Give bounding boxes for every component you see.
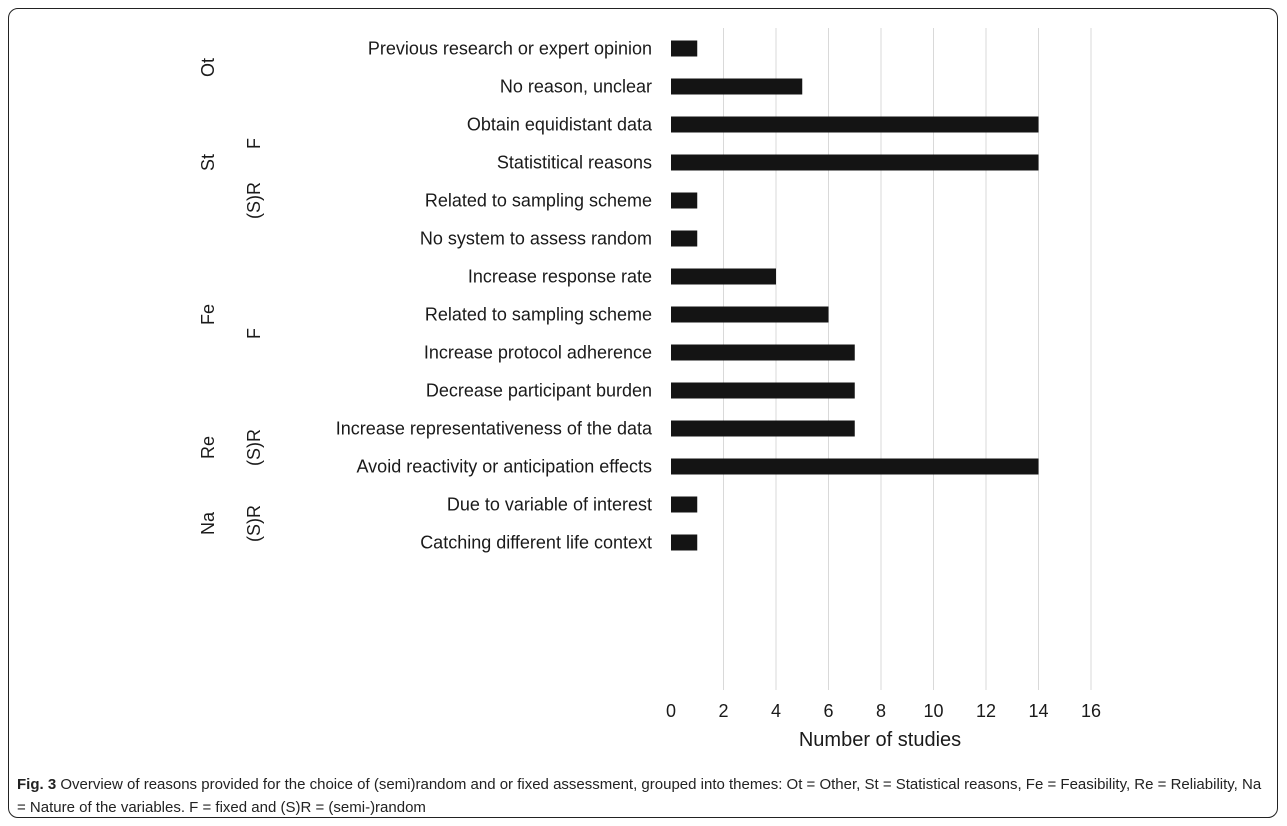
bar (671, 534, 698, 551)
x-tick-label: 6 (823, 701, 833, 721)
bar-chart: Previous research or expert opinion No re… (198, 28, 1101, 751)
theme-group-label: St (198, 154, 218, 171)
bar (671, 382, 855, 399)
assessment-type-label: (S)R (244, 182, 264, 219)
x-tick-label: 10 (923, 701, 943, 721)
x-tick-label: 8 (876, 701, 886, 721)
bar (671, 268, 776, 285)
theme-group-label: Re (198, 436, 218, 459)
gridlines (723, 28, 1092, 690)
category-label: Due to variable of interest (447, 495, 652, 515)
caption-text: Overview of reasons provided for the cho… (17, 776, 1262, 816)
theme-group-label: Ot (198, 58, 218, 77)
x-tick-label: 16 (1081, 701, 1101, 721)
assessment-type-label: F (244, 328, 264, 339)
x-tick-labels: 0 2 4 6 8 10 12 14 16 (666, 701, 1101, 721)
bar (671, 40, 698, 57)
bars (671, 40, 1039, 551)
theme-group-label: Fe (198, 304, 218, 325)
category-label: Increase protocol adherence (424, 343, 652, 363)
category-label: Avoid reactivity or anticipation effects (357, 457, 653, 477)
bar (671, 192, 698, 209)
bar (671, 116, 1039, 133)
bar (671, 496, 698, 513)
theme-group-label: Na (198, 511, 218, 535)
category-label: Related to sampling scheme (425, 305, 652, 325)
x-tick-label: 12 (976, 701, 996, 721)
category-label: Previous research or expert opinion (368, 39, 652, 59)
bar (671, 230, 698, 247)
x-tick-label: 4 (771, 701, 781, 721)
category-label: Statistitical reasons (497, 153, 652, 173)
x-tick-label: 0 (666, 701, 676, 721)
bar (671, 306, 829, 323)
category-label: No reason, unclear (500, 77, 652, 97)
bar (671, 344, 855, 361)
category-label: Increase representativeness of the data (336, 419, 653, 439)
category-labels: Previous research or expert opinion No re… (336, 39, 653, 553)
bar (671, 78, 803, 95)
bar (671, 458, 1039, 475)
category-label: Increase response rate (468, 267, 652, 287)
bar (671, 154, 1039, 171)
assessment-type-label: (S)R (244, 505, 264, 542)
category-label: No system to assess random (420, 229, 652, 249)
assessment-type-label: (S)R (244, 429, 264, 466)
assessment-type-label: F (244, 138, 264, 149)
x-tick-label: 14 (1028, 701, 1048, 721)
category-label: Related to sampling scheme (425, 191, 652, 211)
category-label: Catching different life context (420, 533, 652, 553)
bar (671, 420, 855, 437)
x-tick-label: 2 (718, 701, 728, 721)
group-labels: Ot St Fe Re Na F (S)R F (S)R (S)R (198, 58, 264, 542)
x-axis-label: Number of studies (799, 729, 961, 751)
category-label: Decrease participant burden (426, 381, 652, 401)
figure-caption: Fig. 3 Overview of reasons provided for … (17, 773, 1267, 819)
caption-label: Fig. 3 (17, 776, 57, 793)
figure-frame (8, 8, 1278, 818)
category-label: Obtain equidistant data (467, 115, 653, 135)
